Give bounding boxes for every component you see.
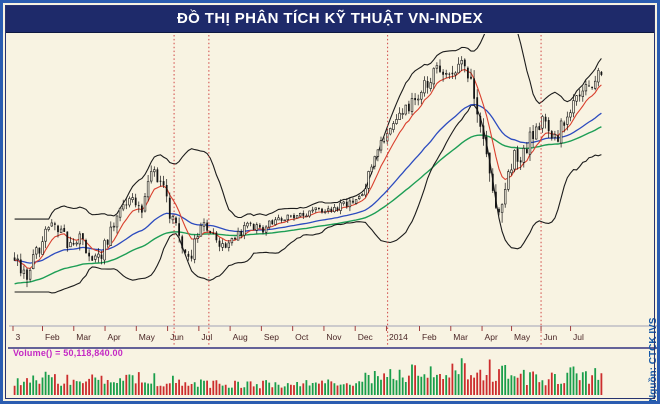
ma-slow-line xyxy=(14,126,602,285)
bollinger-upper-line xyxy=(14,34,602,220)
x-axis-label-5: Jun xyxy=(170,332,184,342)
x-axis-label-15: Apr xyxy=(485,332,498,342)
volume-indicator-label: Volume() = 50,118,840.00 xyxy=(13,348,123,358)
ma-fast-line xyxy=(14,68,602,269)
x-axis-label-17: Jun xyxy=(544,332,558,342)
x-axis-label-7: Aug xyxy=(233,332,248,342)
candle-down-bodies-layer xyxy=(13,59,603,280)
x-axis-label-13: Feb xyxy=(422,332,437,342)
x-axis-label-16: May xyxy=(514,332,531,342)
bollinger-lower-line xyxy=(14,104,602,294)
volume-bars-down-layer xyxy=(13,359,603,395)
x-axis-label-9: Oct xyxy=(295,332,309,342)
x-axis-label-6: Jul xyxy=(201,332,212,342)
x-axis-label-0: 3 xyxy=(16,332,21,342)
x-axis-label-12: 2014 xyxy=(389,332,408,342)
source-credit: Nguồn: CTCK IVS xyxy=(648,317,659,402)
x-axis-label-18: Jul xyxy=(573,332,584,342)
volume-bars-up-layer xyxy=(16,358,600,395)
x-axis-label-14: Mar xyxy=(453,332,468,342)
candle-up-bodies-layer xyxy=(16,60,600,280)
x-axis-label-4: May xyxy=(139,332,156,342)
x-axis-label-2: Mar xyxy=(76,332,91,342)
x-axis-label-11: Dec xyxy=(358,332,374,342)
technical-analysis-chart: 3 Feb Mar Apr May Jun Jul Aug Sep Oct Nov Dec 2014 Fe… xyxy=(8,34,657,395)
x-axis-label-8: Sep xyxy=(264,332,279,342)
chart-title: ĐỒ THỊ PHÂN TÍCH KỸ THUẬT VN-INDEX xyxy=(6,6,654,33)
x-axis-label-10: Nov xyxy=(326,332,342,342)
x-axis-label-1: Feb xyxy=(45,332,60,342)
ma-mid-line xyxy=(14,103,602,264)
x-axis-label-3: Apr xyxy=(108,332,121,342)
